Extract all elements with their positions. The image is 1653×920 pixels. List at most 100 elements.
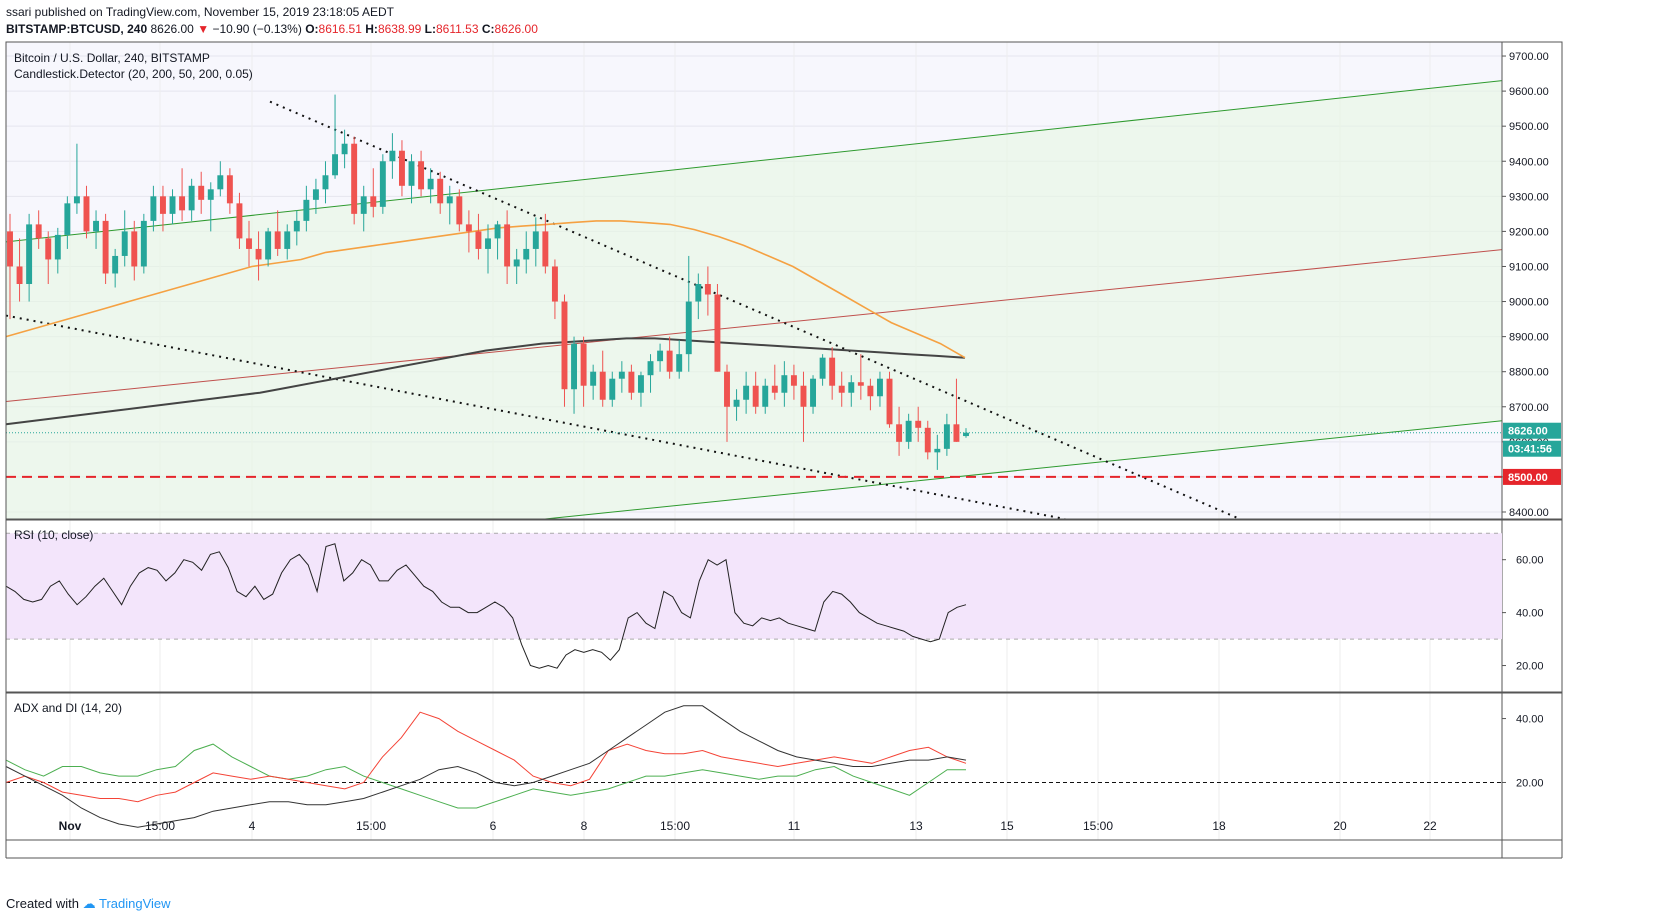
rsi-title: RSI (10, close) xyxy=(14,528,93,542)
bull-candle xyxy=(571,343,578,390)
bear-candle xyxy=(351,143,358,214)
price-tick-label: 9500.00 xyxy=(1509,121,1549,133)
bull-candle xyxy=(810,378,817,407)
di-minus-line xyxy=(5,711,967,803)
price-tick-label: 9000.00 xyxy=(1509,297,1549,309)
bear-candle xyxy=(159,196,166,214)
bear-candle xyxy=(838,385,845,393)
bull-candle xyxy=(532,231,539,249)
bear-candle xyxy=(580,343,587,386)
last-price: 8626.00 xyxy=(150,22,194,36)
bear-candle xyxy=(7,231,13,267)
adx-pane-bg xyxy=(6,693,1502,840)
bear-candle xyxy=(704,284,711,295)
time-tick-label: 15:00 xyxy=(660,819,690,833)
bull-candle xyxy=(523,248,530,260)
bull-candle xyxy=(360,196,367,214)
bull-candle xyxy=(408,161,415,186)
bear-candle xyxy=(131,231,138,267)
time-tick-label: Nov xyxy=(59,819,82,833)
ema50-line xyxy=(5,220,966,359)
bull-candle xyxy=(112,255,119,274)
bear-candle xyxy=(666,350,673,372)
price-tick-label: 9400.00 xyxy=(1509,156,1549,168)
bear-candle xyxy=(886,378,893,425)
footer: Created with ☁ TradingView xyxy=(6,896,171,912)
close-label: C: xyxy=(481,22,495,36)
bear-candle xyxy=(456,196,463,225)
bear-candle xyxy=(370,196,377,207)
bull-candle xyxy=(150,196,157,221)
bull-candle xyxy=(618,371,625,379)
dotted-support-line xyxy=(5,314,1066,520)
bull-candle xyxy=(446,196,453,204)
bull-candle xyxy=(73,196,80,204)
time-tick-label: 15 xyxy=(1000,819,1014,833)
adx-tick-label: 20.00 xyxy=(1516,777,1544,789)
countdown-tag: 03:41:56 xyxy=(1508,444,1552,456)
rsi-tick-label: 40.00 xyxy=(1516,608,1544,620)
bull-candle xyxy=(676,354,683,372)
bull-candle xyxy=(590,371,597,386)
dotted-resistance-line xyxy=(269,100,1241,520)
high-label: H: xyxy=(365,22,378,36)
bear-candle xyxy=(398,150,405,186)
bull-candle xyxy=(685,301,692,355)
bear-candle xyxy=(475,231,482,249)
bull-candle xyxy=(781,375,788,393)
bull-candle xyxy=(207,189,214,200)
time-tick-label: 11 xyxy=(788,819,801,833)
countdown-tag-bg xyxy=(1503,440,1561,457)
bear-candle xyxy=(924,427,931,453)
publish-line: ssari published on TradingView.com, Nove… xyxy=(6,5,395,19)
time-tick-label: 22 xyxy=(1423,819,1437,833)
bear-candle xyxy=(102,220,109,274)
bear-candle xyxy=(437,178,444,204)
bull-candle xyxy=(762,385,769,407)
tradingview-logo-icon: ☁ xyxy=(82,896,96,911)
bear-candle xyxy=(857,382,864,386)
time-tick-label: 13 xyxy=(909,819,923,833)
adx-title: ADX and DI (14, 20) xyxy=(14,701,122,715)
bull-candle xyxy=(322,175,329,190)
time-tick-label: 18 xyxy=(1212,819,1226,833)
bear-candle xyxy=(599,371,606,400)
bull-candle xyxy=(657,350,664,362)
open-label: O: xyxy=(305,22,319,36)
di-plus-line xyxy=(5,743,966,809)
bear-candle xyxy=(226,175,233,204)
bear-candle xyxy=(236,203,243,239)
bull-candle xyxy=(609,378,616,400)
indicator-title: Candlestick.Detector (20, 200, 50, 200, … xyxy=(14,67,253,81)
time-tick-label: 20 xyxy=(1333,819,1347,833)
bear-candle xyxy=(829,357,836,386)
bull-candle xyxy=(312,189,319,200)
bear-candle xyxy=(504,224,511,267)
level-price-tag-bg xyxy=(1503,468,1561,485)
rsi-tick-label: 60.00 xyxy=(1516,555,1544,567)
price-tick-label: 9700.00 xyxy=(1509,51,1549,63)
bull-candle xyxy=(733,399,740,407)
bear-candle xyxy=(915,420,922,428)
price-tick-label: 8700.00 xyxy=(1509,402,1549,414)
bull-candle xyxy=(54,234,61,260)
bull-candle xyxy=(379,161,386,207)
bull-candle xyxy=(169,196,176,214)
bull-candle xyxy=(427,178,434,190)
bear-candle xyxy=(465,224,472,232)
price-tick-label: 9300.00 xyxy=(1509,191,1549,203)
bear-candle xyxy=(800,385,807,407)
bear-candle xyxy=(896,424,903,442)
price-change: −10.90 (−0.13%) xyxy=(212,22,302,36)
bear-candle xyxy=(628,371,635,393)
bull-candle xyxy=(284,231,291,249)
bear-candle xyxy=(953,424,960,442)
bull-candle xyxy=(217,175,224,190)
bull-candle xyxy=(513,259,520,267)
low-label: L: xyxy=(424,22,436,36)
time-tick-label: 4 xyxy=(249,819,256,833)
time-tick-label: 6 xyxy=(490,819,497,833)
bear-candle xyxy=(724,371,730,407)
last-price-tag-bg xyxy=(1503,422,1561,439)
